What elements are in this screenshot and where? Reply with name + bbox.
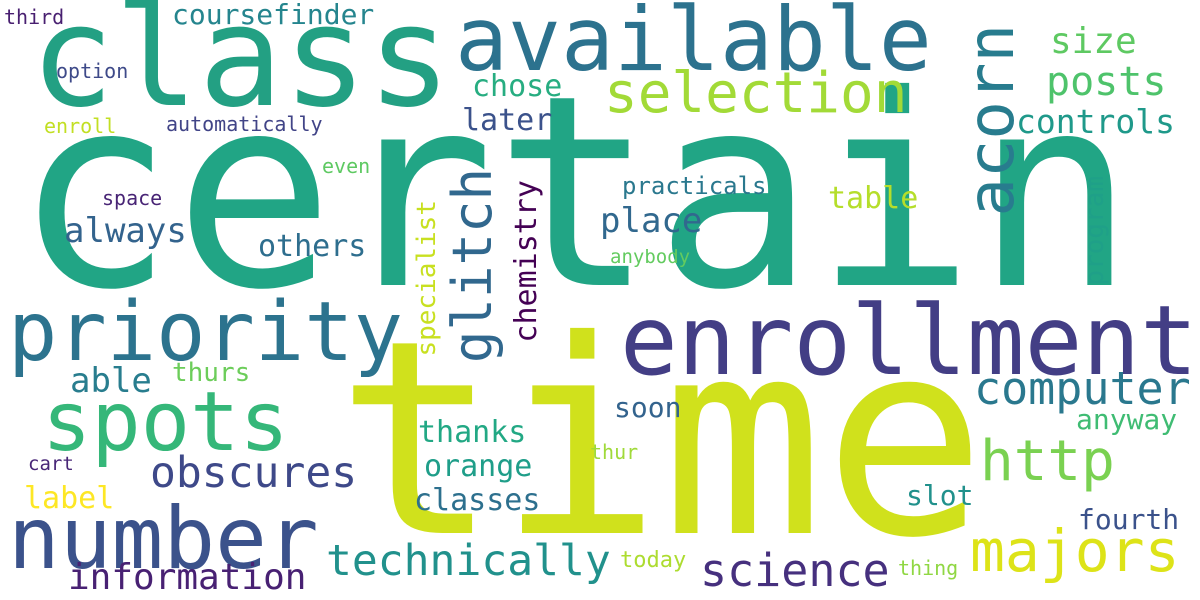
word-thing: thing	[898, 556, 959, 580]
word-chemistry: chemistry	[509, 180, 544, 343]
word-practicals: practicals	[622, 172, 767, 200]
word-coursefinder: coursefinder	[172, 0, 375, 31]
word-thanks: thanks	[418, 415, 527, 450]
word-program: program	[1080, 176, 1110, 286]
word-http: http	[980, 429, 1115, 494]
word-soon: soon	[614, 391, 682, 424]
word-technically: technically	[326, 536, 611, 586]
word-automatically: automatically	[166, 112, 323, 136]
word-third: third	[4, 5, 65, 29]
word-slot: slot	[906, 479, 974, 512]
word-place: place	[600, 201, 703, 241]
word-priority: priority	[8, 285, 403, 380]
word-chose: chose	[472, 69, 563, 104]
word-time: time	[336, 282, 987, 597]
word-spots: spots	[42, 375, 289, 470]
word-later: later	[462, 103, 553, 138]
word-label: label	[24, 481, 115, 516]
word-posts: posts	[1046, 59, 1167, 105]
word-enrollment: enrollment	[620, 285, 1198, 397]
word-majors: majors	[970, 517, 1180, 585]
word-today: today	[620, 548, 687, 573]
word-anybody: anybody	[610, 246, 691, 268]
word-classes: classes	[414, 483, 541, 518]
word-thur: thur	[590, 440, 639, 464]
word-acorn: acorn	[955, 24, 1029, 217]
word-space: space	[102, 186, 163, 210]
word-glitch: glitch	[441, 168, 504, 364]
word-available: available	[455, 0, 932, 91]
word-certain: certain	[14, 38, 1136, 348]
word-thurs: thurs	[172, 358, 251, 388]
word-enroll: enroll	[44, 114, 117, 138]
word-class: class	[30, 0, 452, 139]
word-orange: orange	[424, 449, 533, 484]
word-specialist: specialist	[412, 200, 442, 357]
word-option: option	[56, 59, 129, 83]
word-fourth: fourth	[1078, 503, 1180, 536]
word-table: table	[828, 181, 919, 216]
word-others: others	[258, 229, 367, 264]
word-always: always	[64, 211, 187, 251]
word-cart: cart	[28, 453, 74, 475]
word-anyway: anyway	[1076, 403, 1178, 436]
word-size: size	[1050, 21, 1137, 62]
word-controls: controls	[1016, 102, 1175, 141]
word-even: even	[322, 154, 371, 178]
word-science: science	[700, 544, 890, 597]
word-computer: computer	[974, 362, 1191, 415]
word-obscures: obscures	[150, 448, 358, 498]
word-number: number	[8, 489, 319, 589]
word-information: information	[68, 557, 307, 598]
word-selection: selection	[604, 61, 908, 126]
word-able: able	[70, 361, 152, 401]
